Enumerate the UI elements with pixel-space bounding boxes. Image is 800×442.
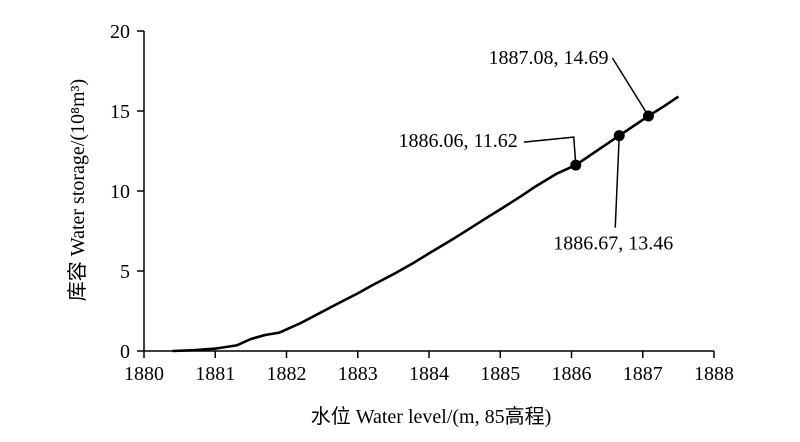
data-point-marker [613, 130, 625, 142]
y-tick-label: 20 [110, 21, 130, 43]
y-tick-label: 0 [120, 341, 130, 363]
x-tick-label: 1885 [480, 363, 520, 385]
y-tick-label: 5 [120, 261, 130, 283]
y-ticks: 0 5 10 15 20 [110, 21, 144, 363]
annotated-points: 1886.06, 11.62 1886.67, 13.46 1887.08, 14.… [399, 47, 674, 255]
x-tick-label: 1884 [409, 363, 449, 385]
x-ticks: 1880 1881 1882 1883 1884 1885 1886 1887 1888 [124, 351, 734, 385]
leader-line [611, 57, 650, 117]
x-tick-label: 1886 [552, 363, 592, 385]
point-annotation-label: 1886.67, 13.46 [553, 233, 673, 255]
data-point-marker [570, 159, 582, 171]
series-layer [172, 95, 680, 353]
axes [143, 31, 714, 352]
x-tick-label: 1887 [623, 363, 663, 385]
x-tick-label: 1888 [694, 363, 734, 385]
x-tick-label: 1883 [338, 363, 378, 385]
leader-line [523, 136, 577, 166]
leader-line [614, 135, 620, 228]
point-annotation-label: 1887.08, 14.69 [488, 47, 608, 69]
x-tick-label: 1881 [195, 363, 235, 385]
storage-curve-line [172, 95, 680, 353]
x-tick-label: 1880 [124, 363, 164, 385]
x-axis-title: 水位 Water level/(m, 85高程) [311, 405, 552, 428]
data-point-marker [642, 110, 654, 122]
y-tick-label: 15 [110, 101, 130, 123]
y-tick-label: 10 [110, 181, 130, 203]
x-tick-label: 1882 [267, 363, 307, 385]
point-annotation-label: 1886.06, 11.62 [399, 130, 518, 152]
y-axis-title: 库容 Water storage/(10⁸m³) [66, 79, 89, 301]
